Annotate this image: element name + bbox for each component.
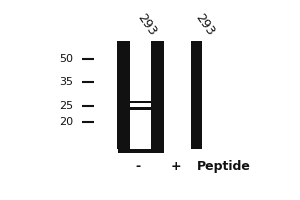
Text: 25: 25 [59,101,74,111]
Text: Peptide: Peptide [196,160,250,173]
Bar [191,41,202,149]
Bar [130,103,151,107]
Text: 293: 293 [193,11,217,38]
Text: -: - [135,160,140,173]
Bar [118,101,164,110]
Text: 50: 50 [59,54,74,64]
Bar [117,41,130,149]
Text: 20: 20 [59,117,74,127]
Text: +: + [170,160,181,173]
Text: 35: 35 [59,77,74,87]
Bar [151,41,164,149]
Text: 293: 293 [135,11,159,38]
Bar [118,149,164,153]
